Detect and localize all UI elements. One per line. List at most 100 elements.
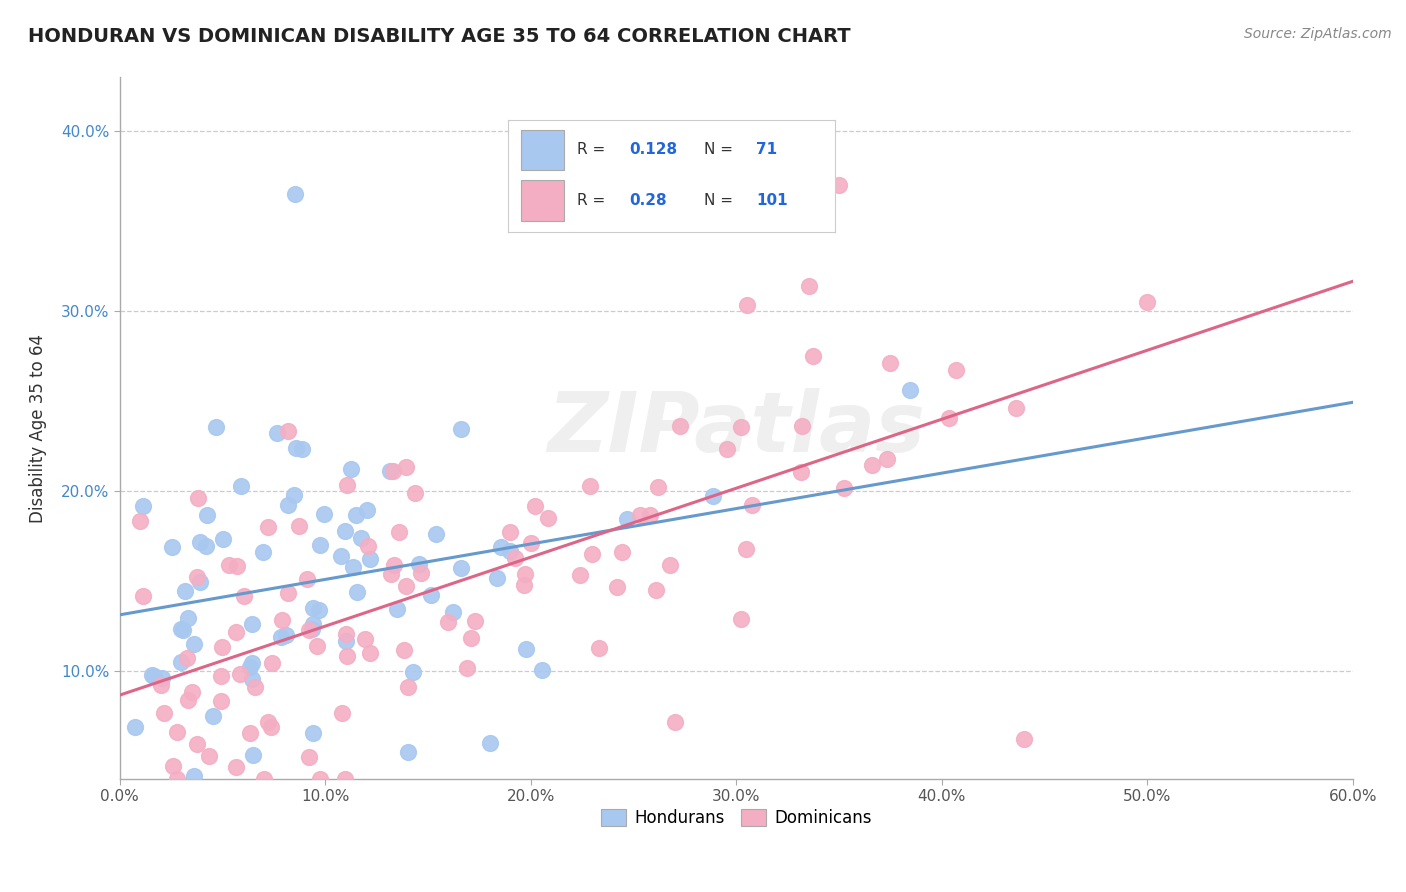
Point <box>225 624 247 639</box>
Point <box>409 566 432 580</box>
Point <box>350 531 373 545</box>
Point <box>741 498 763 512</box>
Point <box>132 589 155 603</box>
Point <box>283 187 305 202</box>
Text: HONDURAN VS DOMINICAN DISABILITY AGE 35 TO 64 CORRELATION CHART: HONDURAN VS DOMINICAN DISABILITY AGE 35 … <box>28 27 851 45</box>
Point <box>503 550 526 565</box>
Point <box>537 511 560 525</box>
Point <box>860 458 883 473</box>
Point <box>832 481 855 495</box>
Point <box>297 572 319 586</box>
Point <box>212 533 235 547</box>
Point <box>735 298 758 312</box>
Text: ZIPatlas: ZIPatlas <box>547 388 925 468</box>
Point <box>333 524 356 538</box>
Point <box>513 578 536 592</box>
Point <box>240 672 263 686</box>
Point <box>408 558 430 572</box>
Y-axis label: Disability Age 35 to 64: Disability Age 35 to 64 <box>30 334 46 523</box>
Point <box>211 640 233 654</box>
Point <box>523 500 546 514</box>
Point <box>141 668 163 682</box>
Point <box>612 545 634 559</box>
Point <box>209 694 232 708</box>
Point <box>188 574 211 589</box>
Point <box>730 420 752 434</box>
Point <box>606 581 628 595</box>
Point <box>396 745 419 759</box>
Point <box>283 488 305 502</box>
Point <box>801 349 824 363</box>
Point <box>270 613 292 627</box>
Point <box>150 671 173 685</box>
Point <box>441 605 464 619</box>
Point <box>166 725 188 739</box>
Point <box>402 665 425 679</box>
Point <box>162 759 184 773</box>
Point <box>396 680 419 694</box>
Point <box>898 383 921 397</box>
Point <box>579 479 602 493</box>
Point <box>404 485 426 500</box>
Point <box>277 499 299 513</box>
Point <box>166 772 188 786</box>
Point <box>515 642 537 657</box>
Point <box>647 480 669 494</box>
Point <box>344 508 367 523</box>
Point <box>308 538 330 552</box>
Point <box>187 491 209 506</box>
Point <box>336 649 359 664</box>
Point <box>499 525 522 540</box>
Point <box>153 706 176 720</box>
Point <box>176 650 198 665</box>
Text: Source: ZipAtlas.com: Source: ZipAtlas.com <box>1244 27 1392 41</box>
Point <box>298 750 321 764</box>
Point <box>312 508 335 522</box>
Point <box>277 425 299 439</box>
Point <box>420 588 443 602</box>
Point <box>342 560 364 574</box>
Point <box>132 499 155 513</box>
Point <box>828 178 851 193</box>
Point <box>277 586 299 600</box>
Point <box>1136 295 1159 310</box>
Point <box>616 511 638 525</box>
Point <box>239 725 262 739</box>
Point <box>354 632 377 647</box>
Point <box>568 568 591 582</box>
Point <box>356 503 378 517</box>
Point <box>664 715 686 730</box>
Point <box>186 570 208 584</box>
Point <box>491 540 513 554</box>
Point <box>1012 732 1035 747</box>
Point <box>359 646 381 660</box>
Point <box>395 459 418 474</box>
Point <box>346 584 368 599</box>
Point <box>301 622 323 636</box>
Point <box>336 478 359 492</box>
Point <box>381 464 404 478</box>
Point <box>177 611 200 625</box>
Point <box>188 534 211 549</box>
Point <box>478 736 501 750</box>
Point <box>218 558 240 573</box>
Point <box>876 451 898 466</box>
Point <box>330 706 353 721</box>
Point <box>335 627 357 641</box>
Point <box>242 748 264 763</box>
Point <box>333 772 356 786</box>
Point <box>790 465 813 479</box>
Point <box>183 768 205 782</box>
Point <box>669 418 692 433</box>
Point <box>198 748 221 763</box>
Point <box>195 508 218 522</box>
Point <box>436 615 458 629</box>
Point <box>730 612 752 626</box>
Point <box>938 410 960 425</box>
Point <box>382 558 405 572</box>
Legend: Hondurans, Dominicans: Hondurans, Dominicans <box>593 802 879 834</box>
Point <box>298 624 321 638</box>
Point <box>229 478 252 492</box>
Point <box>702 489 724 503</box>
Point <box>380 566 402 581</box>
